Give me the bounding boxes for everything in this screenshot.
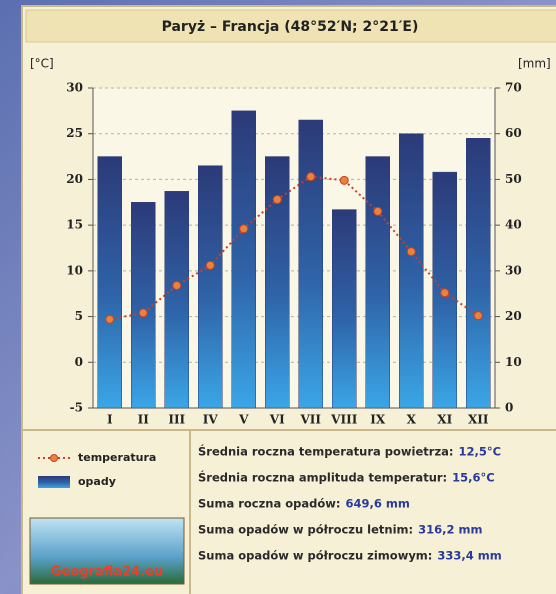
x-tick-label: VII bbox=[299, 413, 321, 427]
stat-label: Suma roczna opadów: bbox=[198, 497, 341, 511]
y-tick-label: 25 bbox=[66, 126, 83, 140]
bar bbox=[466, 138, 490, 408]
point bbox=[139, 309, 147, 317]
x-tick-label: I bbox=[107, 413, 113, 427]
bar bbox=[366, 157, 390, 408]
y2-axis-label: [mm] bbox=[518, 57, 551, 71]
x-tick-label: VIII bbox=[330, 413, 358, 427]
x-tick-label: III bbox=[168, 413, 185, 427]
logo-text[interactable]: Geografia24.eu bbox=[51, 565, 163, 580]
legend-swatch bbox=[38, 476, 70, 488]
y2-tick-label: 60 bbox=[505, 126, 522, 140]
x-tick-label: IV bbox=[203, 413, 219, 427]
y2-tick-label: 70 bbox=[505, 81, 522, 95]
legend-label: temperatura bbox=[78, 451, 156, 464]
bar bbox=[332, 210, 356, 408]
y-tick-label: 30 bbox=[66, 81, 83, 95]
legend-label: opady bbox=[78, 475, 116, 488]
y-tick-label: -5 bbox=[70, 401, 83, 415]
page: Paryż – Francja (48°52′N; 2°21′E) [°C] [… bbox=[0, 0, 556, 594]
x-tick-label: X bbox=[407, 413, 417, 427]
point bbox=[374, 207, 382, 215]
bar bbox=[399, 134, 423, 408]
y-tick-label: 20 bbox=[66, 172, 83, 186]
x-tick-label: XII bbox=[468, 413, 489, 427]
chart-title: Paryż – Francja (48°52′N; 2°21′E) bbox=[162, 19, 419, 35]
point bbox=[441, 289, 449, 297]
x-tick-label: XI bbox=[437, 413, 452, 427]
legend-point bbox=[51, 455, 58, 462]
bar bbox=[299, 120, 323, 408]
x-tick-label: II bbox=[138, 413, 150, 427]
y-tick-label: 10 bbox=[66, 263, 83, 277]
point bbox=[206, 261, 214, 269]
bar bbox=[98, 157, 122, 408]
y2-tick-label: 10 bbox=[505, 355, 522, 369]
chart: Paryż – Francja (48°52′N; 2°21′E) [°C] [… bbox=[0, 0, 556, 594]
bar bbox=[232, 111, 256, 408]
y-tick-label: 5 bbox=[75, 309, 83, 323]
point bbox=[173, 281, 181, 289]
stat-value: 12,5°C bbox=[459, 445, 502, 459]
y-axis-label: [°C] bbox=[30, 57, 54, 71]
point bbox=[340, 176, 348, 184]
x-tick-label: VI bbox=[269, 413, 285, 427]
point bbox=[407, 248, 415, 256]
stat-label: Suma opadów w półroczu zimowym: bbox=[198, 549, 432, 563]
point bbox=[240, 225, 248, 233]
x-tick-label: V bbox=[238, 413, 249, 427]
stat-value: 333,4 mm bbox=[437, 549, 501, 563]
y2-tick-label: 40 bbox=[505, 218, 522, 232]
y2-tick-label: 0 bbox=[505, 401, 513, 415]
stat-value: 15,6°C bbox=[452, 471, 495, 485]
stat-label: Średnia roczna amplituda temperatur: bbox=[198, 470, 447, 485]
y2-tick-label: 30 bbox=[505, 263, 522, 277]
stat-value: 649,6 mm bbox=[346, 497, 410, 511]
y-tick-label: 15 bbox=[66, 218, 83, 232]
x-tick-label: IX bbox=[370, 413, 386, 427]
point bbox=[474, 312, 482, 320]
y2-tick-label: 20 bbox=[505, 309, 522, 323]
stat-label: Suma opadów w półroczu letnim: bbox=[198, 523, 413, 537]
point bbox=[307, 173, 315, 181]
stat-value: 316,2 mm bbox=[418, 523, 482, 537]
y-tick-label: 0 bbox=[75, 355, 83, 369]
bar bbox=[198, 166, 222, 408]
point bbox=[106, 315, 114, 323]
bar bbox=[165, 191, 189, 408]
stat-label: Średnia roczna temperatura powietrza: bbox=[198, 444, 454, 459]
point bbox=[273, 196, 281, 204]
y2-tick-label: 50 bbox=[505, 172, 522, 186]
